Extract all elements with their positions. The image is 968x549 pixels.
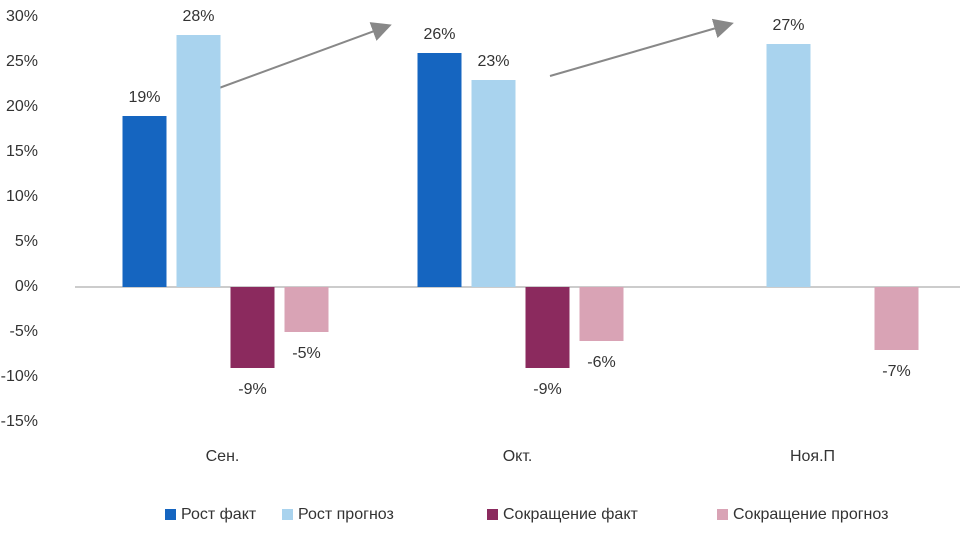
bar: [122, 116, 167, 287]
y-tick-label: 25%: [6, 53, 38, 70]
y-tick-label: 0%: [15, 278, 38, 295]
data-label: 26%: [423, 26, 455, 43]
data-label: 28%: [182, 8, 214, 25]
y-tick-label: 10%: [6, 188, 38, 205]
bar: [417, 53, 462, 287]
legend-swatch: [487, 509, 498, 520]
legend-swatch: [165, 509, 176, 520]
legend-swatch: [282, 509, 293, 520]
data-label: -6%: [587, 354, 615, 371]
y-tick-label: 5%: [15, 233, 38, 250]
bar: [471, 80, 516, 287]
data-label: -9%: [533, 381, 561, 398]
legend-label: Рост факт: [181, 506, 257, 523]
y-tick-label: 20%: [6, 98, 38, 115]
data-label: -7%: [882, 363, 910, 380]
data-label: -9%: [238, 381, 266, 398]
legend-swatch: [717, 509, 728, 520]
bar: [874, 287, 919, 350]
trend-arrow: [199, 22, 392, 96]
y-tick-label: 15%: [6, 143, 38, 160]
y-tick-label: -15%: [1, 413, 38, 430]
y-tick-label: 30%: [6, 8, 38, 25]
bar: [284, 287, 329, 332]
legend-label: Сокращение прогноз: [733, 506, 888, 523]
bar: [230, 287, 275, 368]
bar: [766, 44, 811, 287]
bar: [176, 35, 221, 287]
trend-arrow: [549, 18, 734, 77]
y-tick-label: -5%: [10, 323, 38, 340]
x-tick-label: Ноя.П: [790, 448, 835, 465]
data-label: 27%: [772, 17, 804, 34]
y-tick-label: -10%: [1, 368, 38, 385]
x-tick-label: Окт.: [503, 448, 533, 465]
data-label: 19%: [128, 89, 160, 106]
legend-label: Рост прогноз: [298, 506, 394, 523]
legend-label: Сокращение факт: [503, 506, 638, 523]
data-label: -5%: [292, 345, 320, 362]
data-label: 23%: [477, 53, 509, 70]
bar: [579, 287, 624, 341]
x-tick-label: Сен.: [206, 448, 240, 465]
bar: [525, 287, 570, 368]
